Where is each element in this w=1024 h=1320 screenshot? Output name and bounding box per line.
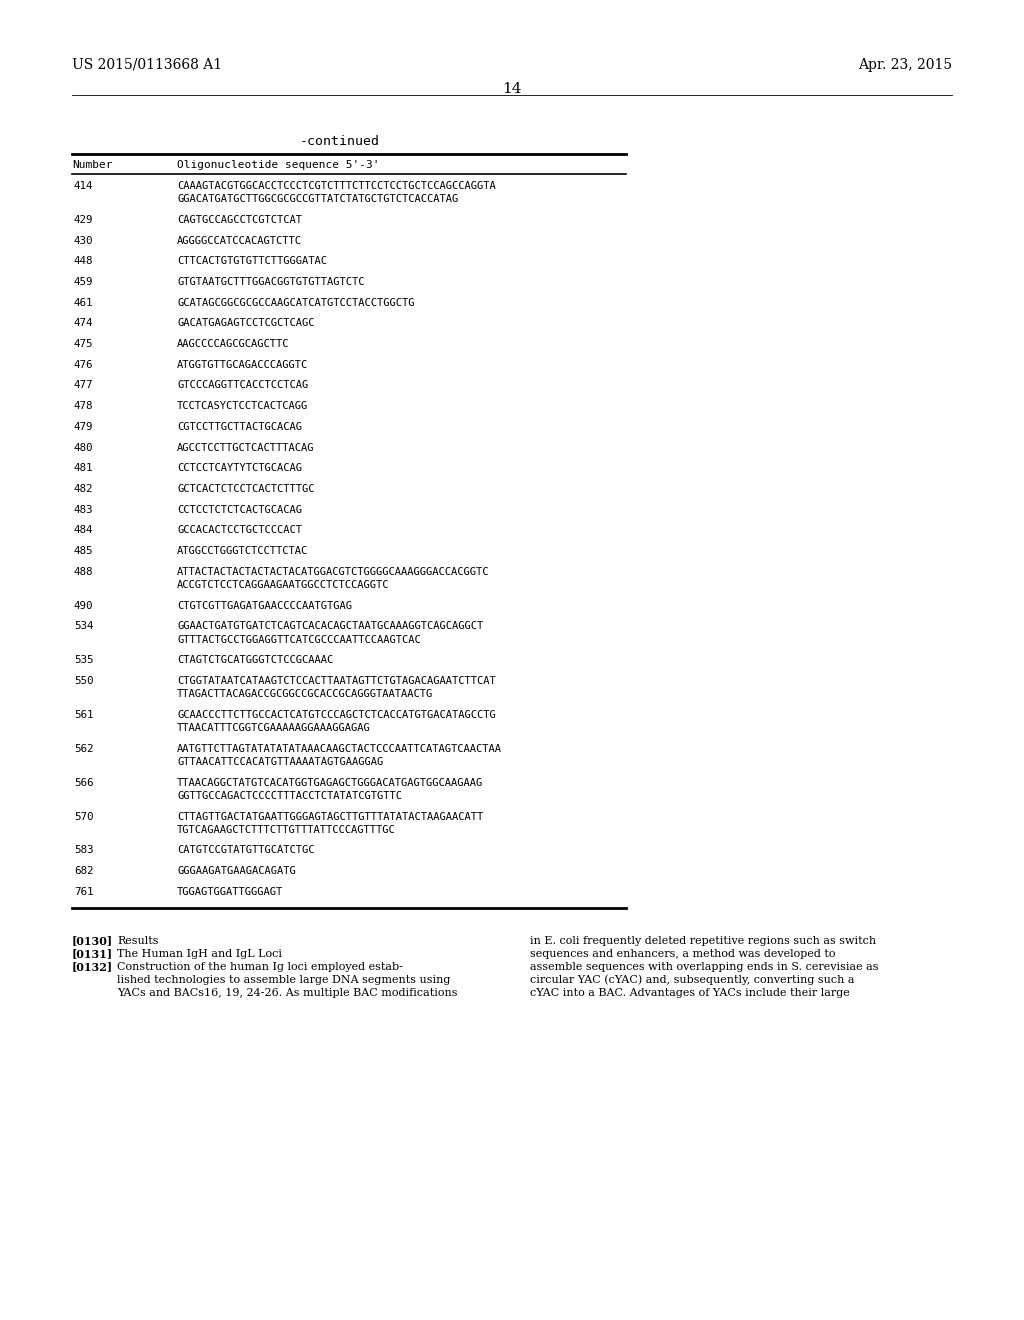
Text: 475: 475 — [74, 339, 93, 348]
Text: 485: 485 — [74, 546, 93, 556]
Text: 550: 550 — [74, 676, 93, 686]
Text: ACCGTCTCCTCAGGAAGAATGGCCTCTCCAGGTC: ACCGTCTCCTCAGGAAGAATGGCCTCTCCAGGTC — [177, 579, 389, 590]
Text: CAAAGTACGTGGCACCTCCCTCGTCTTTCTTCCTCCTGCTCCAGCCAGGTA: CAAAGTACGTGGCACCTCCCTCGTCTTTCTTCCTCCTGCT… — [177, 181, 496, 191]
Text: TGGAGTGGATTGGGAGT: TGGAGTGGATTGGGAGT — [177, 887, 284, 896]
Text: 490: 490 — [74, 601, 93, 611]
Text: lished technologies to assemble large DNA segments using: lished technologies to assemble large DN… — [117, 974, 451, 985]
Text: TGTCAGAAGCTCTTTCTTGTTTATTCCCAGTTTGC: TGTCAGAAGCTCTTTCTTGTTTATTCCCAGTTTGC — [177, 825, 395, 834]
Text: CTGTCGTTGAGATGAACCCCAATGTGAG: CTGTCGTTGAGATGAACCCCAATGTGAG — [177, 601, 352, 611]
Text: GTTTACTGCCTGGAGGTTCATCGCCCAATTCCAAGTCAC: GTTTACTGCCTGGAGGTTCATCGCCCAATTCCAAGTCAC — [177, 635, 421, 644]
Text: CCTCCTCAYTYTCTGCACAG: CCTCCTCAYTYTCTGCACAG — [177, 463, 302, 474]
Text: 561: 561 — [74, 710, 93, 719]
Text: 761: 761 — [74, 887, 93, 896]
Text: CTTAGTTGACTATGAATTGGGAGTAGCTTGTTTATATACTAAGAACATT: CTTAGTTGACTATGAATTGGGAGTAGCTTGTTTATATACT… — [177, 812, 483, 821]
Text: 477: 477 — [74, 380, 93, 391]
Text: Number: Number — [72, 160, 113, 170]
Text: 682: 682 — [74, 866, 93, 876]
Text: GACATGAGAGTCCTCGCTCAGC: GACATGAGAGTCCTCGCTCAGC — [177, 318, 314, 329]
Text: GCTCACTCTCCTCACTCTTTGC: GCTCACTCTCCTCACTCTTTGC — [177, 484, 314, 494]
Text: 483: 483 — [74, 504, 93, 515]
Text: 481: 481 — [74, 463, 93, 474]
Text: 474: 474 — [74, 318, 93, 329]
Text: YACs and BACs16, 19, 24-26. As multiple BAC modifications: YACs and BACs16, 19, 24-26. As multiple … — [117, 987, 458, 998]
Text: in E. coli frequently deleted repetitive regions such as switch: in E. coli frequently deleted repetitive… — [530, 936, 877, 945]
Text: assemble sequences with overlapping ends in S. cerevisiae as: assemble sequences with overlapping ends… — [530, 961, 879, 972]
Text: 476: 476 — [74, 360, 93, 370]
Text: 414: 414 — [74, 181, 93, 191]
Text: GTTAACAТТCCACATGTTAAAATAGTGAAGGAG: GTTAACAТТCCACATGTTAAAATAGTGAAGGAG — [177, 756, 383, 767]
Text: CAGTGCCAGCCTCGTCTCAT: CAGTGCCAGCCTCGTCTCAT — [177, 215, 302, 224]
Text: ATGGCCTGGGTCTCCTTCTAC: ATGGCCTGGGTCTCCTTCTAC — [177, 546, 308, 556]
Text: 534: 534 — [74, 622, 93, 631]
Text: Construction of the human Ig loci employed estab-: Construction of the human Ig loci employ… — [117, 961, 402, 972]
Text: TTAGACTTACAGACCGCGGCCGCACCGCAGGGTAATAACTG: TTAGACTTACAGACCGCGGCCGCACCGCAGGGTAATAACT… — [177, 689, 433, 700]
Text: [0131]: [0131] — [72, 949, 113, 960]
Text: TCCTCASYCTCCTCACTCAGG: TCCTCASYCTCCTCACTCAGG — [177, 401, 308, 412]
Text: GCATAGCGGCGCGCCAAGCATCATGTCCTACCTGGCTG: GCATAGCGGCGCGCCAAGCATCATGTCCTACCTGGCTG — [177, 298, 415, 308]
Text: CTTCACTGTGTGTTCTTGGGATAC: CTTCACTGTGTGTTCTTGGGATAC — [177, 256, 327, 267]
Text: AGCCTCCTTGCTCACTTTACAG: AGCCTCCTTGCTCACTTTACAG — [177, 442, 314, 453]
Text: TTAACAGGCTATGTCACATGGTGAGAGCTGGGACATGAGTGGCAAGAAG: TTAACAGGCTATGTCACATGGTGAGAGCTGGGACATGAGT… — [177, 777, 483, 788]
Text: 535: 535 — [74, 655, 93, 665]
Text: 562: 562 — [74, 743, 93, 754]
Text: 488: 488 — [74, 566, 93, 577]
Text: US 2015/0113668 A1: US 2015/0113668 A1 — [72, 58, 222, 73]
Text: circular YAC (cYAC) and, subsequently, converting such a: circular YAC (cYAC) and, subsequently, c… — [530, 974, 854, 985]
Text: GGGAAGATGAAGACAGATG: GGGAAGATGAAGACAGATG — [177, 866, 296, 876]
Text: 448: 448 — [74, 256, 93, 267]
Text: 14: 14 — [502, 82, 522, 96]
Text: CTGGTATAATCATAAGTCTCCACTTAATAGTTCTGTAGACAGAATCTTCAT: CTGGTATAATCATAAGTCTCCACTTAATAGTTCTGTAGAC… — [177, 676, 496, 686]
Text: GGTTGCCAGACTCCCCTTTACCTCTATATCGTGTTC: GGTTGCCAGACTCCCCTTTACCTCTATATCGTGTTC — [177, 791, 402, 801]
Text: sequences and enhancers, a method was developed to: sequences and enhancers, a method was de… — [530, 949, 836, 958]
Text: 583: 583 — [74, 846, 93, 855]
Text: 566: 566 — [74, 777, 93, 788]
Text: Apr. 23, 2015: Apr. 23, 2015 — [858, 58, 952, 73]
Text: ATGGTGTTGCAGACCCAGGTC: ATGGTGTTGCAGACCCAGGTC — [177, 360, 308, 370]
Text: 430: 430 — [74, 235, 93, 246]
Text: AATGTTCTTAGTATATATATAAACAAGCTACTCCCAATTCATAGTCAACTAA: AATGTTCTTAGTATATATATAAACAAGCTACTCCCAATTC… — [177, 743, 502, 754]
Text: TTAACATTTCGGTCGAAAAAGGAAAGGAGAG: TTAACATTTCGGTCGAAAAAGGAAAGGAGAG — [177, 723, 371, 733]
Text: The Human IgH and IgL Loci: The Human IgH and IgL Loci — [117, 949, 282, 958]
Text: GTGTAATGCTTTGGACGGTGTGTTAGTCTC: GTGTAATGCTTTGGACGGTGTGTTAGTCTC — [177, 277, 365, 286]
Text: CCTCCTCTCTCACTGCACAG: CCTCCTCTCTCACTGCACAG — [177, 504, 302, 515]
Text: AGGGGCCATCCACAGTCTTC: AGGGGCCATCCACAGTCTTC — [177, 235, 302, 246]
Text: ATTACTACTACTACTACTACATGGACGTCTGGGGCAAAGGGACCACGGTC: ATTACTACTACTACTACTACATGGACGTCTGGGGCAAAGG… — [177, 566, 489, 577]
Text: [0132]: [0132] — [72, 961, 113, 973]
Text: GGAACTGATGTGATCTCAGTCACACAGCTAATGCAAAGGTCAGCAGGCT: GGAACTGATGTGATCTCAGTCACACAGCTAATGCAAAGGT… — [177, 622, 483, 631]
Text: 479: 479 — [74, 422, 93, 432]
Text: 461: 461 — [74, 298, 93, 308]
Text: 482: 482 — [74, 484, 93, 494]
Text: CGTCCTTGCTTACTGCACAG: CGTCCTTGCTTACTGCACAG — [177, 422, 302, 432]
Text: 570: 570 — [74, 812, 93, 821]
Text: 429: 429 — [74, 215, 93, 224]
Text: 478: 478 — [74, 401, 93, 412]
Text: GCAACCCTTCTTGCCACTCATGTCCCAGCTCTCACCATGTGACATAGCCTG: GCAACCCTTCTTGCCACTCATGTCCCAGCTCTCACCATGT… — [177, 710, 496, 719]
Text: CATGTCCGTATGTTGCATCTGC: CATGTCCGTATGTTGCATCTGC — [177, 846, 314, 855]
Text: GCCACACTCCTGCTCCCACT: GCCACACTCCTGCTCCCACT — [177, 525, 302, 536]
Text: GGACATGATGCTTGGCGCGCCGTTATCTATGCTGTCTCACCATAG: GGACATGATGCTTGGCGCGCCGTTATCTATGCTGTCTCAC… — [177, 194, 459, 205]
Text: AAGCCCCAGCGCAGCTTC: AAGCCCCAGCGCAGCTTC — [177, 339, 290, 348]
Text: cYAC into a BAC. Advantages of YACs include their large: cYAC into a BAC. Advantages of YACs incl… — [530, 987, 850, 998]
Text: 480: 480 — [74, 442, 93, 453]
Text: CTAGTCTGCATGGGTCTCCGCAAAC: CTAGTCTGCATGGGTCTCCGCAAAC — [177, 655, 333, 665]
Text: Oligonucleotide sequence 5'-3': Oligonucleotide sequence 5'-3' — [177, 160, 380, 170]
Text: -continued: -continued — [300, 135, 380, 148]
Text: [0130]: [0130] — [72, 936, 113, 946]
Text: GTCCCAGGTTCACCTCCTCAG: GTCCCAGGTTCACCTCCTCAG — [177, 380, 308, 391]
Text: Results: Results — [117, 936, 159, 945]
Text: 484: 484 — [74, 525, 93, 536]
Text: 459: 459 — [74, 277, 93, 286]
